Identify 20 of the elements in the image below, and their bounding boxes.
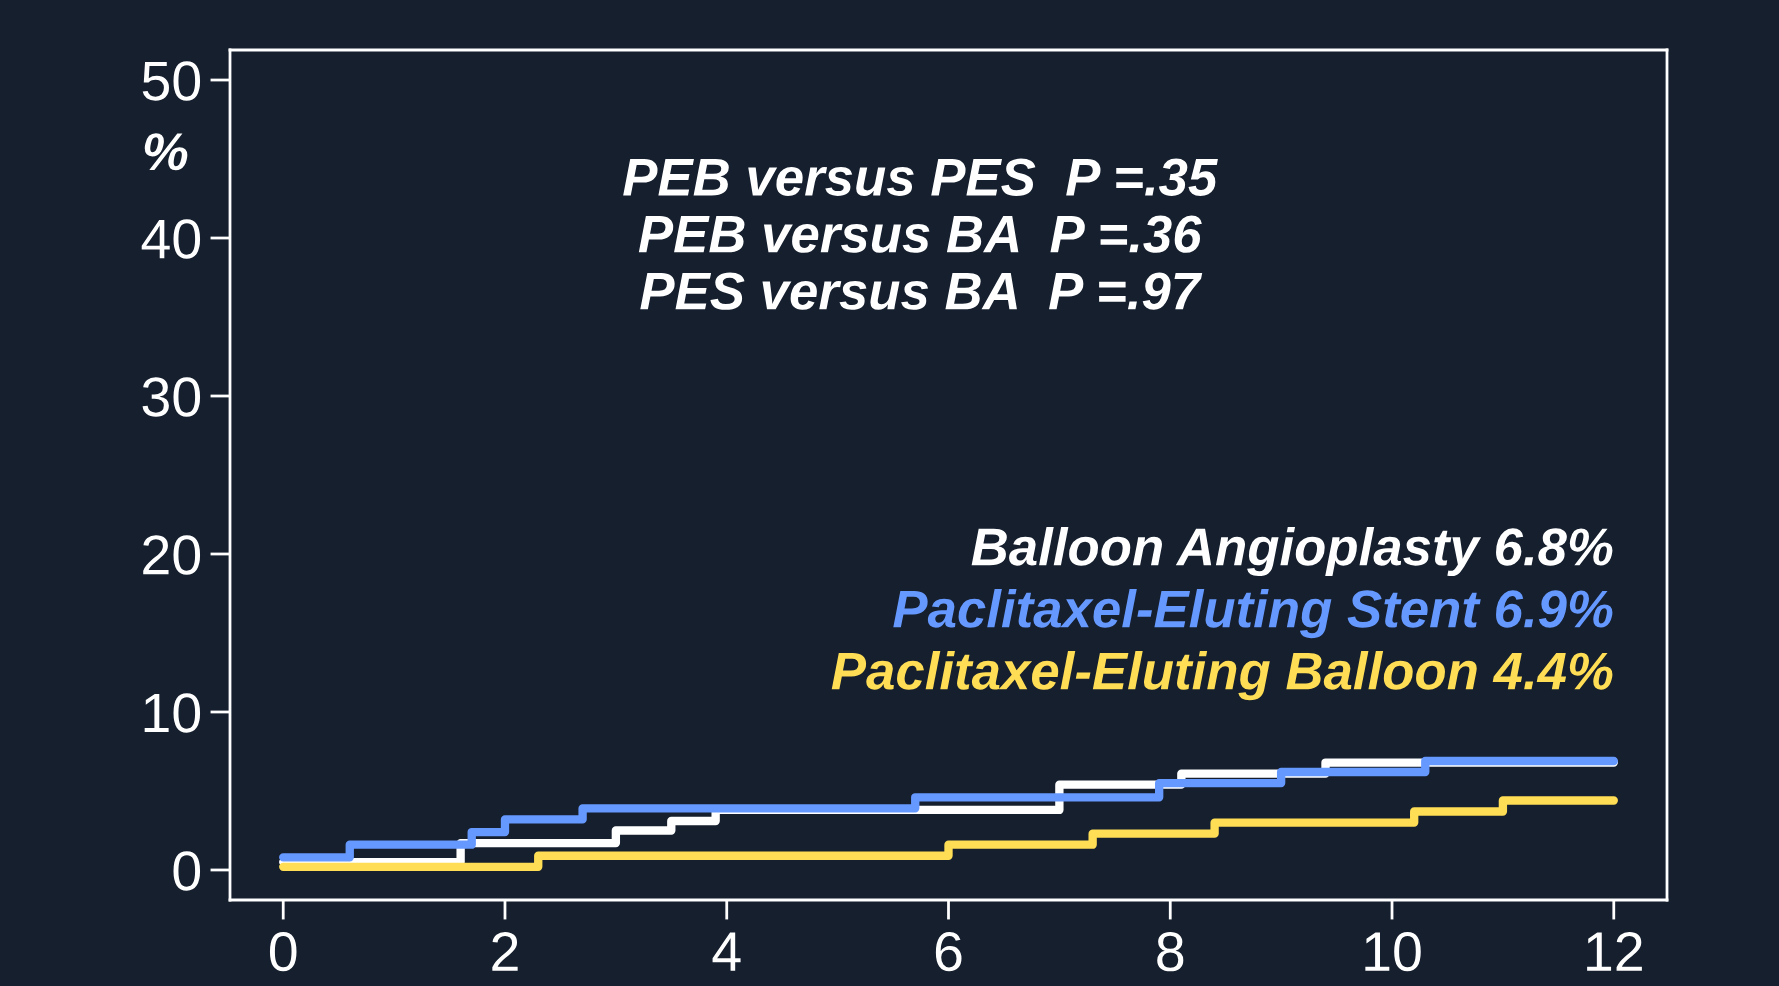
x-tick-label: 2 bbox=[492, 932, 518, 971]
annotation: PEB versus PES P =.35 bbox=[623, 158, 1218, 196]
y-tick-label: 40 bbox=[141, 219, 201, 259]
x-tick-label: 8 bbox=[1157, 932, 1184, 972]
annotation: PES versus BA P =.97 bbox=[640, 272, 1203, 310]
annotation: PEB versus BA P =.36 bbox=[638, 215, 1202, 253]
y-tick-label: 0 bbox=[173, 851, 201, 891]
x-tick-label: 10 bbox=[1365, 932, 1421, 972]
x-tick-label: 4 bbox=[712, 932, 741, 971]
x-tick-label: 12 bbox=[1587, 932, 1642, 971]
y-axis-title: % bbox=[144, 133, 188, 171]
x-tick-label: 0 bbox=[269, 932, 297, 972]
x-tick-label: 6 bbox=[935, 932, 962, 972]
series-label: Paclitaxel-Eluting Balloon 4.4% bbox=[831, 651, 1613, 701]
y-tick-label: 20 bbox=[143, 535, 201, 575]
y-tick-label: 10 bbox=[144, 693, 201, 733]
text: Balloon Angioplasty 6.8% bbox=[971, 526, 1613, 577]
y-tick-label: 50 bbox=[142, 61, 201, 101]
y-tick-label: 30 bbox=[142, 377, 201, 417]
text: Paclitaxel-Eluting Stent 6.9% bbox=[893, 588, 1613, 639]
